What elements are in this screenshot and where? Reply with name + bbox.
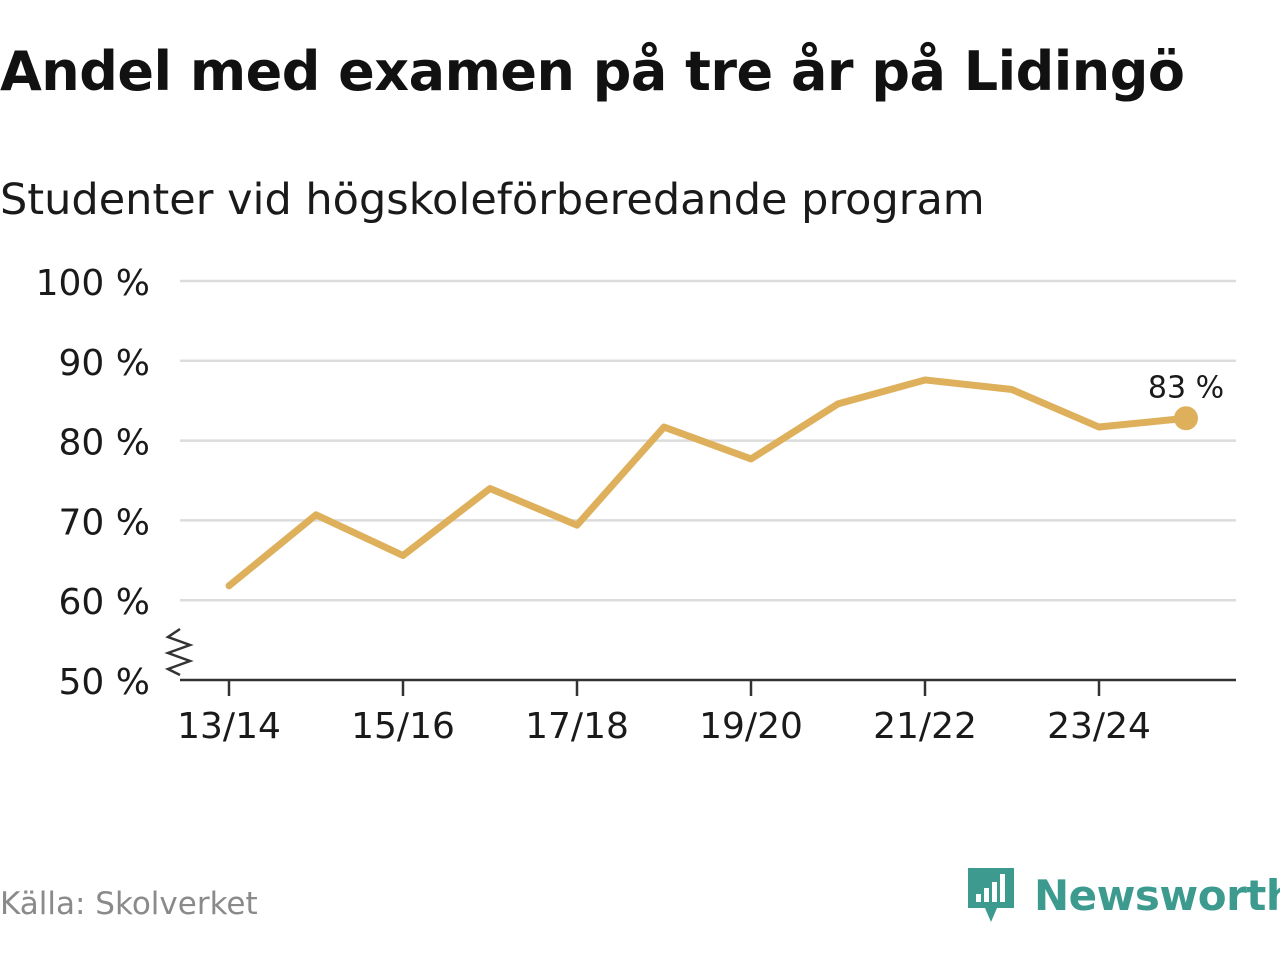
- brand-name: Newsworthy: [1034, 870, 1280, 920]
- x-tick-label: 19/20: [699, 706, 803, 747]
- source-note: Källa: Skolverket: [0, 886, 258, 922]
- end-point-marker: [1174, 406, 1198, 431]
- y-tick-label: 100 %: [36, 263, 150, 304]
- line-chart: 50 % 60 % 70 % 80 % 90 % 100 % 13/14 15/16 17/1…: [36, 263, 1236, 747]
- series-layer: [225, 376, 1198, 590]
- x-tick-label: 23/24: [1047, 706, 1151, 747]
- x-tick-label: 17/18: [525, 706, 629, 747]
- newsworthy-logo-icon: [968, 868, 1014, 922]
- y-tick-label: 90 %: [59, 343, 150, 384]
- x-tick-label: 13/14: [177, 706, 281, 747]
- y-tick-label: 60 %: [59, 582, 150, 623]
- x-axis: 13/14 15/16 17/18 19/20 21/22 23/24: [164, 627, 1236, 747]
- y-tick-label: 70 %: [59, 502, 150, 543]
- x-tick-label: 15/16: [351, 706, 455, 747]
- x-tick-label: 21/22: [873, 706, 977, 747]
- axis-break-icon: [164, 627, 194, 677]
- annotations: 83 %: [1148, 370, 1224, 405]
- chart-title: Andel med examen på tre år på Lidingö: [0, 40, 1185, 103]
- end-value-label: 83 %: [1148, 370, 1224, 405]
- y-tick-label: 80 %: [59, 423, 150, 464]
- chart-subtitle: Studenter vid högskoleförberedande progr…: [0, 175, 985, 225]
- series-line: [225, 376, 1190, 590]
- brand-logo[interactable]: Newsworthy: [964, 864, 1280, 926]
- y-tick-label: 50 %: [59, 662, 150, 703]
- y-axis-ticks: 50 % 60 % 70 % 80 % 90 % 100 %: [36, 263, 150, 703]
